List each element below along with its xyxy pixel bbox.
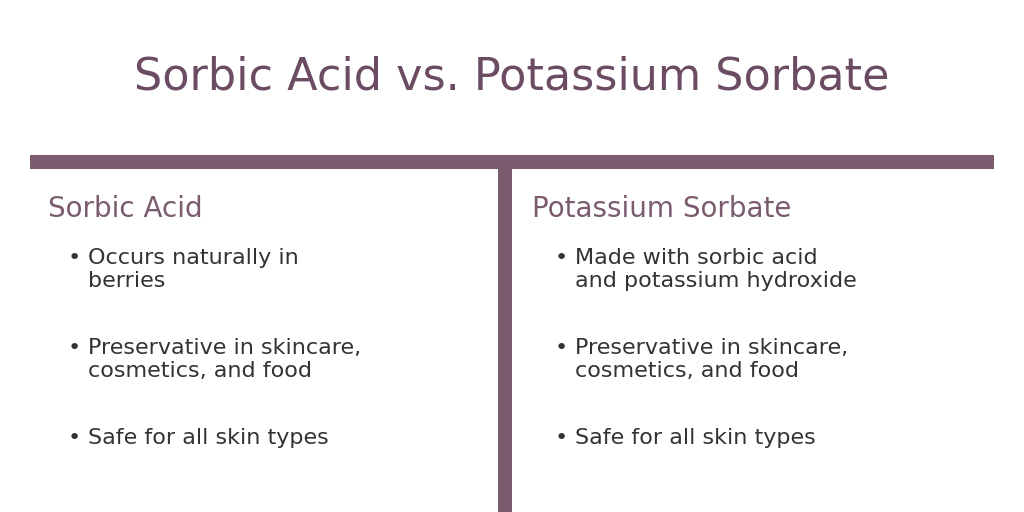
Text: Occurs naturally in
berries: Occurs naturally in berries bbox=[88, 248, 299, 291]
Text: Sorbic Acid vs. Potassium Sorbate: Sorbic Acid vs. Potassium Sorbate bbox=[134, 55, 890, 98]
Text: Potassium Sorbate: Potassium Sorbate bbox=[532, 195, 792, 223]
Text: Preservative in skincare,
cosmetics, and food: Preservative in skincare, cosmetics, and… bbox=[575, 338, 848, 381]
Text: •: • bbox=[68, 248, 81, 268]
Text: Sorbic Acid: Sorbic Acid bbox=[48, 195, 203, 223]
Text: Safe for all skin types: Safe for all skin types bbox=[88, 428, 329, 448]
Text: •: • bbox=[555, 248, 568, 268]
Text: Made with sorbic acid
and potassium hydroxide: Made with sorbic acid and potassium hydr… bbox=[575, 248, 857, 291]
Text: Safe for all skin types: Safe for all skin types bbox=[575, 428, 816, 448]
Text: •: • bbox=[555, 338, 568, 358]
Text: •: • bbox=[555, 428, 568, 448]
Text: Preservative in skincare,
cosmetics, and food: Preservative in skincare, cosmetics, and… bbox=[88, 338, 361, 381]
Text: •: • bbox=[68, 338, 81, 358]
Bar bbox=[30, 155, 994, 169]
Text: •: • bbox=[68, 428, 81, 448]
Bar bbox=[498, 169, 512, 512]
